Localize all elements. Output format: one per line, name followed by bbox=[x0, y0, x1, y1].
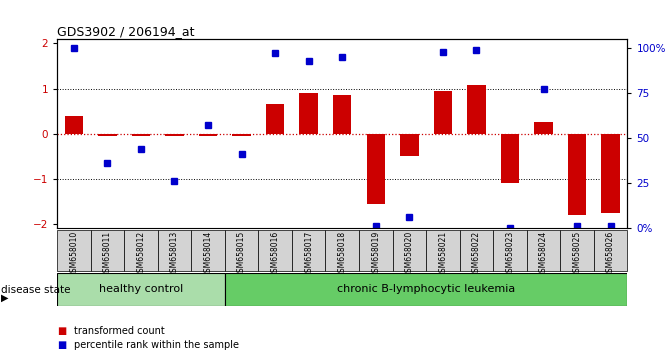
Text: GSM658014: GSM658014 bbox=[203, 230, 213, 277]
Bar bbox=[299, 93, 318, 133]
Bar bbox=[527, 230, 560, 271]
Text: GSM658017: GSM658017 bbox=[304, 230, 313, 277]
Bar bbox=[325, 230, 359, 271]
Bar bbox=[433, 91, 452, 133]
Bar bbox=[501, 133, 519, 183]
Text: GSM658013: GSM658013 bbox=[170, 230, 179, 277]
Bar bbox=[199, 133, 217, 136]
Text: GSM658023: GSM658023 bbox=[505, 230, 515, 277]
Bar bbox=[400, 133, 419, 156]
Bar bbox=[467, 85, 486, 133]
Text: healthy control: healthy control bbox=[99, 284, 183, 294]
Bar bbox=[91, 230, 124, 271]
Bar bbox=[594, 230, 627, 271]
Text: disease state: disease state bbox=[1, 285, 70, 295]
Bar bbox=[266, 104, 285, 133]
Text: GSM658020: GSM658020 bbox=[405, 230, 414, 277]
Text: GSM658021: GSM658021 bbox=[438, 230, 448, 276]
Text: GSM658026: GSM658026 bbox=[606, 230, 615, 277]
Bar bbox=[57, 230, 91, 271]
Text: GDS3902 / 206194_at: GDS3902 / 206194_at bbox=[57, 25, 195, 38]
Text: GSM658016: GSM658016 bbox=[270, 230, 280, 277]
Bar bbox=[191, 230, 225, 271]
Bar bbox=[98, 133, 117, 136]
Bar bbox=[359, 230, 393, 271]
Text: GSM658011: GSM658011 bbox=[103, 230, 112, 276]
Text: ■: ■ bbox=[57, 340, 66, 350]
Text: percentile rank within the sample: percentile rank within the sample bbox=[74, 340, 239, 350]
Bar bbox=[534, 122, 553, 133]
Bar bbox=[158, 230, 191, 271]
Bar bbox=[568, 133, 586, 215]
Bar bbox=[292, 230, 325, 271]
Text: GSM658019: GSM658019 bbox=[371, 230, 380, 277]
Bar bbox=[333, 95, 352, 133]
Text: GSM658022: GSM658022 bbox=[472, 230, 481, 276]
Bar bbox=[57, 273, 225, 306]
Text: GSM658018: GSM658018 bbox=[338, 230, 347, 276]
Text: GSM658024: GSM658024 bbox=[539, 230, 548, 277]
Text: ■: ■ bbox=[57, 326, 66, 336]
Bar bbox=[225, 273, 627, 306]
Text: GSM658015: GSM658015 bbox=[237, 230, 246, 277]
Bar bbox=[258, 230, 292, 271]
Bar bbox=[366, 133, 385, 204]
Bar bbox=[232, 133, 251, 136]
Bar bbox=[493, 230, 527, 271]
Text: ▶: ▶ bbox=[1, 293, 8, 303]
Bar bbox=[225, 230, 258, 271]
Bar bbox=[426, 230, 460, 271]
Bar bbox=[124, 230, 158, 271]
Text: GSM658010: GSM658010 bbox=[69, 230, 79, 277]
Bar bbox=[64, 116, 83, 133]
Bar bbox=[132, 133, 150, 136]
Bar bbox=[601, 133, 620, 212]
Text: chronic B-lymphocytic leukemia: chronic B-lymphocytic leukemia bbox=[337, 284, 515, 294]
Bar bbox=[560, 230, 594, 271]
Text: GSM658012: GSM658012 bbox=[136, 230, 146, 276]
Bar bbox=[165, 133, 184, 136]
Bar bbox=[393, 230, 426, 271]
Bar bbox=[460, 230, 493, 271]
Text: transformed count: transformed count bbox=[74, 326, 164, 336]
Text: GSM658025: GSM658025 bbox=[572, 230, 582, 277]
